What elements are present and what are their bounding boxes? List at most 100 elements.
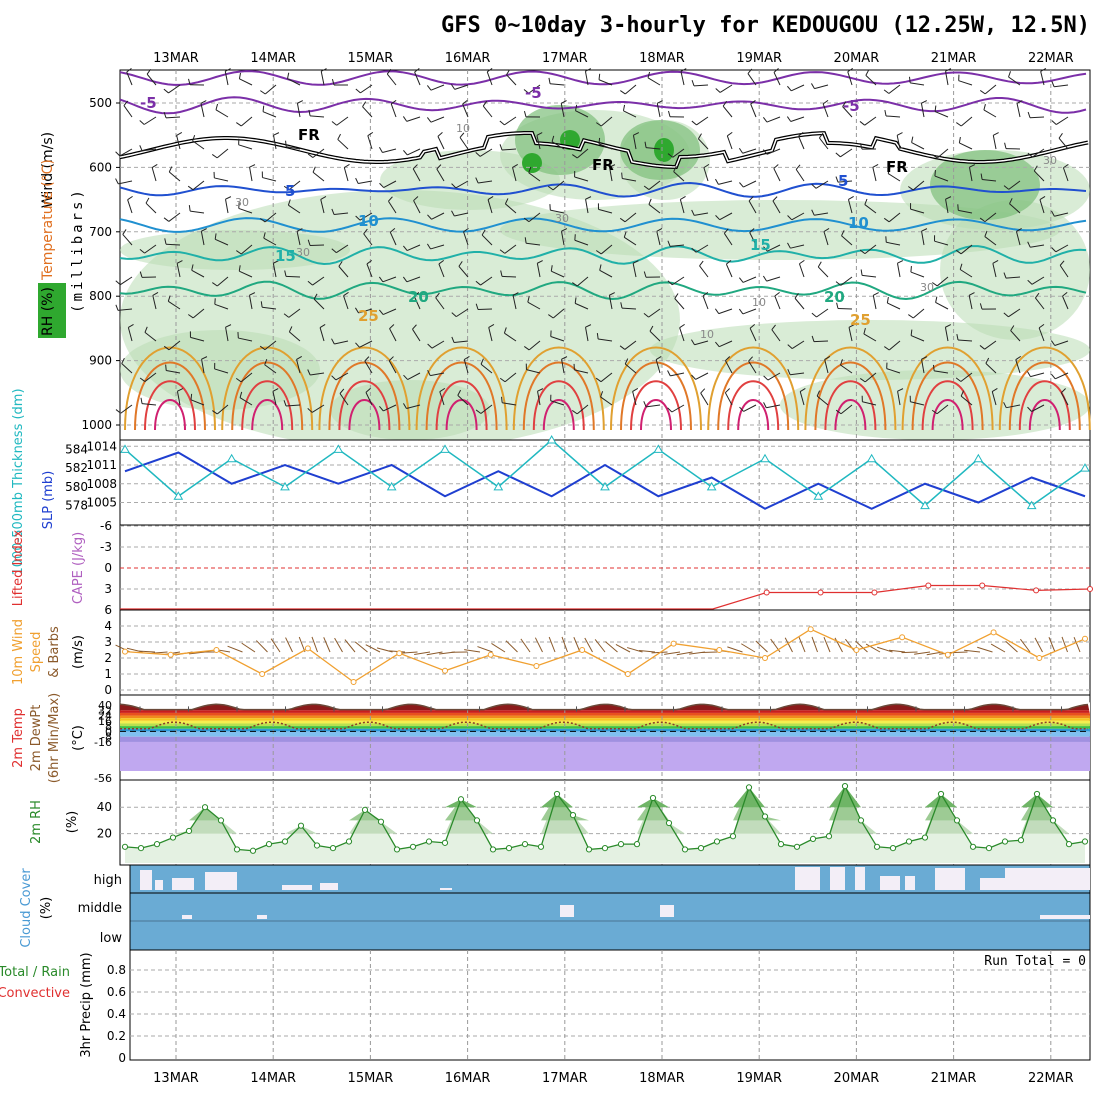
precip-grid bbox=[130, 950, 1090, 1060]
wind-barb-flag bbox=[547, 185, 554, 191]
wind-barb-flag bbox=[307, 369, 311, 376]
wind-barb-flag bbox=[609, 292, 615, 296]
wind-barb bbox=[190, 336, 205, 342]
wind-barb bbox=[214, 238, 229, 246]
wind-barb bbox=[389, 232, 397, 246]
wind-barb bbox=[168, 171, 181, 182]
wind-barb bbox=[945, 71, 949, 86]
wind-barb bbox=[724, 360, 733, 374]
wind-barb-flag bbox=[715, 215, 721, 221]
wind-barb bbox=[239, 397, 253, 406]
wind-barb-flag bbox=[307, 153, 314, 158]
wind-barb bbox=[632, 391, 637, 406]
wind-barb-flag bbox=[435, 292, 440, 299]
temp-tick-label: 8 bbox=[105, 720, 112, 733]
wind-barb-flag bbox=[620, 90, 626, 95]
wind-barb-flag bbox=[475, 409, 482, 414]
wind-barb-flag bbox=[1035, 292, 1040, 299]
wind10m-point bbox=[670, 640, 677, 647]
wind-barb-flag bbox=[648, 198, 652, 205]
wind-barb bbox=[359, 340, 373, 348]
wind-barb-flag bbox=[272, 388, 279, 392]
isotherm-loop bbox=[542, 399, 575, 431]
wind-barb bbox=[958, 209, 973, 214]
wind-barb bbox=[214, 368, 229, 374]
wind-barb bbox=[742, 148, 757, 154]
precip-yticks: 0.8 0.6 0.4 0.2 0 bbox=[107, 963, 126, 1065]
wind-barb bbox=[364, 360, 373, 374]
precip-tick-label: 0.8 bbox=[107, 963, 126, 977]
wind-barb bbox=[574, 239, 589, 246]
wind-barb-flag bbox=[263, 232, 266, 239]
wind-barb bbox=[430, 244, 445, 250]
wind-barb-flag bbox=[655, 355, 662, 360]
wind-barb-flag bbox=[403, 150, 408, 156]
wind-barb-flag bbox=[811, 209, 815, 216]
isotherm-loop bbox=[338, 380, 391, 431]
cloud-ylabel-units: (%) bbox=[39, 897, 54, 920]
wind-barb bbox=[703, 167, 709, 182]
wind-barb bbox=[936, 276, 949, 287]
cloud-gap bbox=[980, 878, 1005, 890]
wind-barb-flag bbox=[225, 68, 231, 72]
wind-barb-flag bbox=[786, 116, 792, 122]
rh-point bbox=[873, 843, 881, 850]
wind-barb-flag bbox=[886, 297, 889, 304]
wind-barb bbox=[863, 333, 877, 342]
cloud-bars bbox=[140, 867, 1090, 919]
wind-barb-flag bbox=[897, 260, 904, 264]
rh-blob bbox=[500, 200, 1060, 260]
wind-barb-flag bbox=[215, 103, 219, 110]
wind-barb-flag bbox=[956, 122, 962, 127]
wind-barb bbox=[822, 103, 829, 118]
slp-tick-label: 1014 bbox=[86, 439, 117, 453]
wind-barb-flag bbox=[451, 336, 455, 343]
wind-barb bbox=[238, 337, 253, 342]
cloud-gap bbox=[935, 868, 965, 890]
wind-barb-flag bbox=[715, 178, 719, 185]
cloud-gap bbox=[155, 880, 163, 890]
wind-barb bbox=[334, 340, 349, 345]
wind-barb bbox=[478, 180, 493, 184]
slp-tick-label: 1005 bbox=[86, 496, 117, 510]
rh-point bbox=[585, 846, 593, 853]
wind-barb bbox=[600, 372, 613, 383]
date-label-top: 16MAR bbox=[445, 51, 491, 66]
wind-barb-flag bbox=[458, 261, 463, 267]
wind-barb-flag bbox=[523, 110, 527, 118]
wind-barb bbox=[912, 308, 925, 319]
wind-barb-flag bbox=[459, 132, 465, 138]
rh-point bbox=[153, 841, 161, 848]
wind-tick-label: 0 bbox=[104, 683, 112, 697]
wind-barb bbox=[406, 404, 421, 410]
wind10m-point bbox=[716, 647, 723, 653]
wind-barb bbox=[335, 372, 349, 381]
wind-barb bbox=[1006, 404, 1021, 409]
wind-barb-flag bbox=[795, 164, 801, 170]
wind-barb-flag bbox=[958, 136, 961, 144]
wind-barb bbox=[896, 263, 901, 278]
wind-barb bbox=[144, 244, 157, 254]
wind-barb bbox=[864, 116, 877, 126]
wind-barb-flag bbox=[935, 296, 938, 303]
wind-barb bbox=[239, 270, 253, 278]
wind-barb bbox=[121, 363, 133, 374]
thickness-point bbox=[440, 444, 450, 453]
wind-barb bbox=[840, 276, 853, 286]
wind-barb-flag bbox=[835, 152, 841, 158]
rh-point bbox=[825, 833, 833, 840]
isotherm-loop bbox=[610, 346, 702, 431]
wind-barb bbox=[528, 84, 541, 94]
wind-barb-flag bbox=[457, 389, 462, 396]
wind-barb bbox=[649, 330, 661, 342]
thickness-point bbox=[866, 453, 877, 463]
wind-barb-flag bbox=[551, 135, 555, 142]
rh-point bbox=[729, 833, 737, 840]
wind-barb-flag bbox=[1003, 312, 1009, 318]
wind-barb-flag bbox=[426, 117, 432, 123]
wind-ylabel: Wind (m/s) bbox=[40, 132, 56, 208]
wind10m-barb bbox=[548, 636, 556, 653]
wind-barb-flag bbox=[308, 109, 311, 116]
wind-tick-label: 1 bbox=[104, 667, 112, 681]
rh-point bbox=[665, 819, 673, 827]
